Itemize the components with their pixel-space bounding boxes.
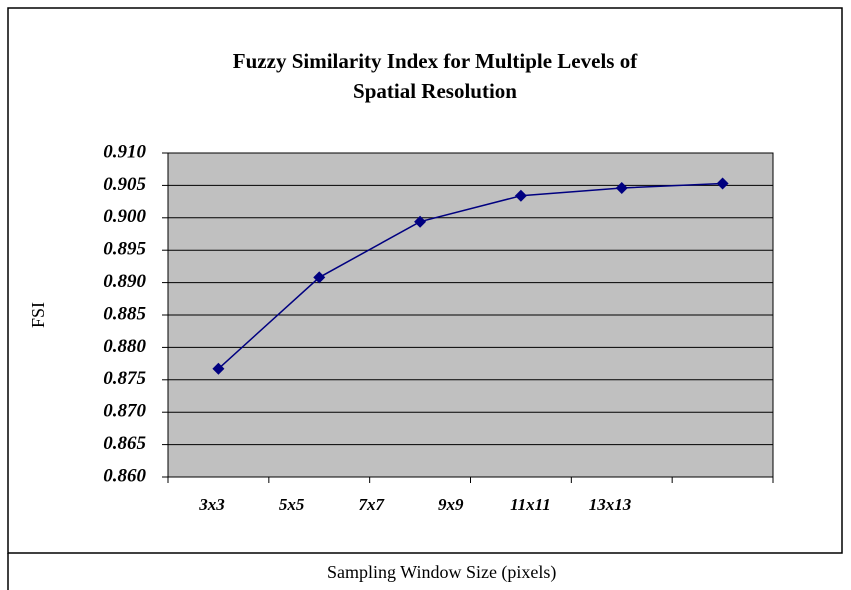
y-axis-label: FSI xyxy=(28,302,48,328)
x-tick-label: 9x9 xyxy=(438,495,464,514)
y-tick-label: 0.860 xyxy=(103,465,146,486)
marker xyxy=(212,362,225,375)
chart-border xyxy=(7,7,843,554)
x-tick-label: 3x3 xyxy=(198,495,225,514)
y-tick-label: 0.875 xyxy=(103,368,146,389)
y-tick-label: 0.910 xyxy=(103,141,146,162)
y-tick-label: 0.880 xyxy=(103,336,146,357)
x-tick-label: 7x7 xyxy=(358,495,385,514)
y-tick-label: 0.885 xyxy=(103,303,146,324)
x-axis-label: Sampling Window Size (pixels) xyxy=(327,562,556,583)
x-tick-label: 13x13 xyxy=(589,495,632,514)
x-tick-label: 11x11 xyxy=(510,495,551,514)
marker xyxy=(313,271,326,284)
chart-title: Fuzzy Similarity Index for Multiple Leve… xyxy=(232,49,638,103)
marker xyxy=(514,189,527,202)
y-tick-label: 0.900 xyxy=(103,206,146,227)
y-tick-label: 0.865 xyxy=(103,433,146,454)
y-tick-label: 0.895 xyxy=(103,239,146,260)
y-tick-label: 0.890 xyxy=(103,271,146,292)
marker xyxy=(414,215,427,228)
y-tick-label: 0.870 xyxy=(103,401,146,422)
y-tick-label: 0.905 xyxy=(103,174,146,195)
marker xyxy=(615,181,628,194)
marker xyxy=(716,177,729,190)
x-tick-label: 5x5 xyxy=(279,495,305,514)
line xyxy=(217,182,723,370)
